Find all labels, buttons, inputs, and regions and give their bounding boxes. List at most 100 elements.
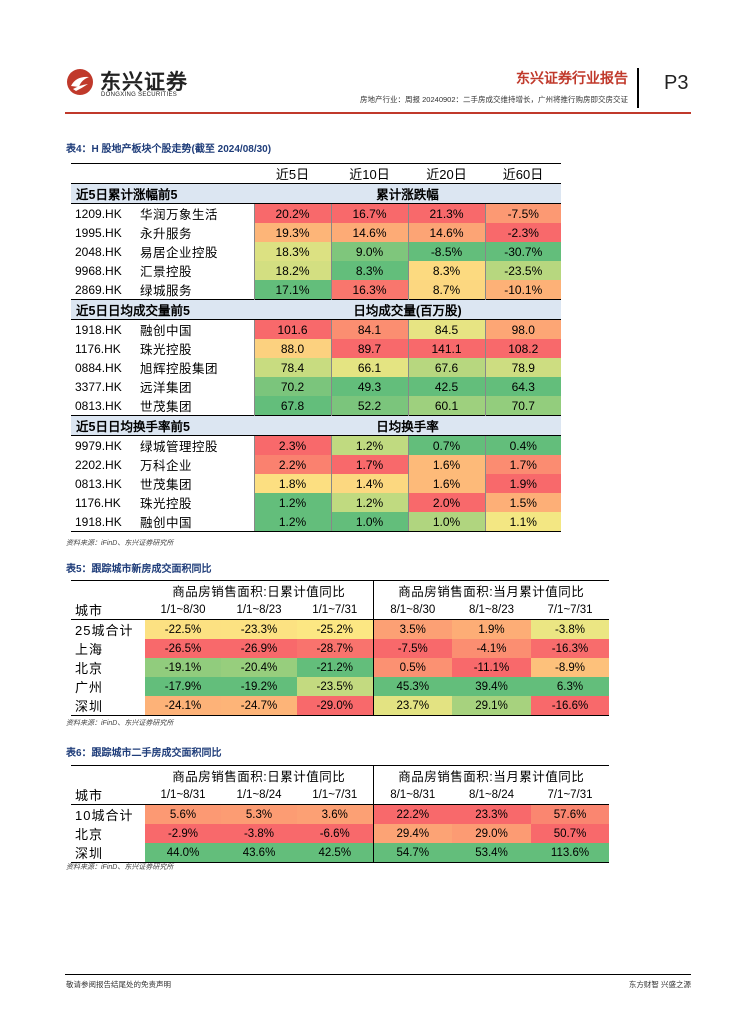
footer-slogan: 东方财智 兴盛之源 xyxy=(628,980,691,989)
table-row: 9979.HK 绿城管理控股 2.3% 1.2% 0.7% 0.4% xyxy=(71,435,561,455)
value-cell: 67.8 xyxy=(253,396,331,416)
table6-caption: 表6：跟踪城市二手房成交面积同比 xyxy=(66,748,222,759)
period-header: 1/1~8/24 xyxy=(221,785,297,805)
value-cell: 1.9% xyxy=(452,619,531,639)
city-name: 上海 xyxy=(75,642,104,657)
period-header: 7/1~7/31 xyxy=(531,785,610,805)
stock-code: 1918.HK xyxy=(75,322,122,337)
value-cell: 8.7% xyxy=(407,280,485,300)
value-cell: -8.9% xyxy=(531,658,610,677)
value-cell: 17.1% xyxy=(253,280,331,300)
value-cell: 1.9% xyxy=(484,474,561,493)
value-cell: 78.9 xyxy=(484,358,561,377)
table4-section-metric: 日均成交量(百万股) xyxy=(254,299,561,320)
value-cell: 43.6% xyxy=(221,843,297,863)
table-row: 北京 -19.1% -20.4% -21.2% 0.5% -11.1% -8.9% xyxy=(71,658,610,677)
value-cell: 1.0% xyxy=(330,512,408,532)
table5-group-monthly: 商品房销售面积:当月累计值同比 xyxy=(372,580,610,600)
table-row: 2048.HK 易居企业控股 18.3% 9.0% -8.5% -30.7% xyxy=(71,242,561,261)
page-number: P3 xyxy=(664,72,689,94)
stock-name: 汇景控股 xyxy=(140,265,193,279)
period-header: 8/1~8/30 xyxy=(372,600,452,620)
value-cell: 23.3% xyxy=(452,804,531,824)
stock-code: 9968.HK xyxy=(75,263,122,278)
value-cell: -23.3% xyxy=(221,619,297,639)
table-row: 深圳 44.0% 43.6% 42.5% 54.7% 53.4% 113.6% xyxy=(71,843,610,863)
table-row: 广州 -17.9% -19.2% -23.5% 45.3% 39.4% 6.3% xyxy=(71,677,610,696)
value-cell: 1.2% xyxy=(330,435,408,455)
value-cell: 14.6% xyxy=(330,223,408,242)
value-cell: 5.3% xyxy=(221,804,297,824)
table5-period-row: 城市 1/1~8/30 1/1~8/23 1/1~7/31 8/1~8/30 8/1~8/… xyxy=(71,600,610,620)
table4-section-header: 近5日累计涨幅前5 累计涨跌幅 xyxy=(71,183,561,204)
period-header: 1/1~7/31 xyxy=(297,600,373,620)
stock-name: 华润万象生活 xyxy=(140,208,219,222)
value-cell: 45.3% xyxy=(372,677,452,696)
value-cell: 1.0% xyxy=(407,512,485,532)
city-name: 广州 xyxy=(75,680,104,695)
stock-name: 绿城服务 xyxy=(140,284,193,298)
value-cell: -3.8% xyxy=(221,824,297,843)
value-cell: 42.5 xyxy=(407,377,485,396)
stock-code: 1176.HK xyxy=(75,341,121,356)
table6-source: 资料来源：iFinD、东兴证券研究所 xyxy=(66,864,174,871)
stock-code: 3377.HK xyxy=(75,379,122,394)
value-cell: -17.9% xyxy=(145,677,221,696)
value-cell: 113.6% xyxy=(531,843,610,863)
value-cell: 22.2% xyxy=(372,804,452,824)
value-cell: 108.2 xyxy=(484,339,561,358)
stock-name: 世茂集团 xyxy=(140,478,193,492)
table4-col-header: 近20日 xyxy=(408,163,485,184)
table4-source: 资料来源：iFinD、东兴证券研究所 xyxy=(66,540,174,547)
value-cell: 14.6% xyxy=(407,223,485,242)
table4-col-header: 近5日 xyxy=(254,163,331,184)
value-cell: 2.0% xyxy=(407,493,485,512)
stock-name: 远洋集团 xyxy=(140,381,193,395)
value-cell: -20.4% xyxy=(221,658,297,677)
value-cell: 66.1 xyxy=(330,358,408,377)
table6-group-daily: 商品房销售面积:日累计值同比 xyxy=(145,765,373,785)
city-name: 深圳 xyxy=(71,696,145,716)
value-cell: 141.1 xyxy=(407,339,485,358)
stock-code: 9979.HK xyxy=(75,438,122,453)
value-cell: 54.7% xyxy=(372,843,452,863)
city-name: 北京 xyxy=(75,827,104,842)
value-cell: 1.4% xyxy=(330,474,408,493)
value-cell: 23.7% xyxy=(372,696,452,716)
table-row: 3377.HK 远洋集团 70.2 49.3 42.5 64.3 xyxy=(71,377,561,396)
value-cell: -10.1% xyxy=(484,280,561,300)
value-cell: 19.3% xyxy=(253,223,331,242)
table4-section-header: 近5日日均换手率前5 日均换手率 xyxy=(71,415,561,436)
value-cell: 8.3% xyxy=(407,261,485,280)
value-cell: 18.3% xyxy=(253,242,331,261)
table-row: 25城合计 -22.5% -23.3% -25.2% 3.5% 1.9% -3.8% xyxy=(71,619,610,639)
stock-code: 0813.HK xyxy=(75,476,122,491)
table6-group-row: 商品房销售面积:日累计值同比 商品房销售面积:当月累计值同比 xyxy=(71,765,610,785)
value-cell: -2.3% xyxy=(484,223,561,242)
stock-code: 1918.HK xyxy=(71,512,140,532)
table5-source: 资料来源：iFinD、东兴证券研究所 xyxy=(66,720,174,727)
value-cell: -7.5% xyxy=(484,203,561,223)
value-cell: 20.2% xyxy=(253,203,331,223)
table4-section-title: 近5日日均成交量前5 xyxy=(71,299,254,320)
value-cell: 44.0% xyxy=(145,843,221,863)
footer-disclaimer: 敬请参阅报告结尾处的免责声明 xyxy=(66,980,171,989)
value-cell: 16.7% xyxy=(330,203,408,223)
stock-name: 易居企业控股 xyxy=(140,246,219,260)
value-cell: 0.7% xyxy=(407,435,485,455)
value-cell: -8.5% xyxy=(407,242,485,261)
period-header: 1/1~7/31 xyxy=(297,785,373,805)
stock-code: 1176.HK xyxy=(75,495,121,510)
value-cell: 57.6% xyxy=(531,804,610,824)
value-cell: 16.3% xyxy=(330,280,408,300)
period-header: 7/1~7/31 xyxy=(531,600,610,620)
value-cell: -30.7% xyxy=(484,242,561,261)
value-cell: 8.3% xyxy=(330,261,408,280)
table-row: 2869.HK 绿城服务 17.1% 16.3% 8.7% -10.1% xyxy=(71,280,561,300)
value-cell: 1.2% xyxy=(253,512,331,532)
table-row: 0884.HK 旭辉控股集团 78.4 66.1 67.6 78.9 xyxy=(71,358,561,377)
value-cell: -21.2% xyxy=(297,658,373,677)
value-cell: -26.9% xyxy=(221,639,297,658)
logo-text-en: DONGXING SECURITIES xyxy=(101,92,178,98)
table4-section-metric: 日均换手率 xyxy=(254,415,561,436)
